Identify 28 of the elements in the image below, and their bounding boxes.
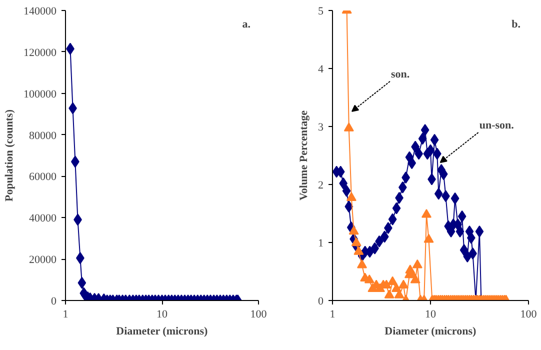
- x-tick-label: 10: [156, 308, 168, 320]
- annotation: son.: [390, 68, 410, 80]
- y-tick-label: 100000: [24, 88, 57, 100]
- y-tick-label: 0: [318, 296, 324, 308]
- y-tick-label: 80000: [29, 130, 57, 142]
- y-tick-label: 140000: [24, 6, 57, 18]
- x-axis-title: Diameter (microns): [384, 326, 477, 338]
- y-tick-label: 3: [318, 122, 324, 134]
- x-tick-label: 10: [425, 308, 436, 320]
- x-axis-title: Diameter (microns): [116, 326, 208, 338]
- x-tick-label: 1: [330, 308, 336, 320]
- annotation: b.: [512, 18, 521, 30]
- y-tick-label: 20000: [29, 254, 57, 266]
- y-tick-label: 4: [318, 64, 324, 76]
- x-tick-label: 1: [62, 308, 68, 320]
- y-tick-label: 1: [318, 238, 324, 250]
- y-axis-title: Volume Percentage: [298, 110, 310, 201]
- y-tick-label: 5: [318, 6, 324, 18]
- y-tick-label: 120000: [24, 46, 57, 59]
- y-tick-label: 0: [51, 296, 57, 308]
- y-tick-label: 60000: [29, 171, 57, 184]
- y-tick-label: 2: [318, 180, 324, 192]
- y-axis-title: Population (counts): [4, 109, 16, 202]
- x-tick-label: 100: [520, 308, 538, 320]
- annotation: a.: [242, 18, 251, 30]
- x-tick-label: 100: [250, 308, 268, 320]
- annotation: un-son.: [479, 119, 514, 132]
- y-tick-label: 40000: [29, 212, 57, 225]
